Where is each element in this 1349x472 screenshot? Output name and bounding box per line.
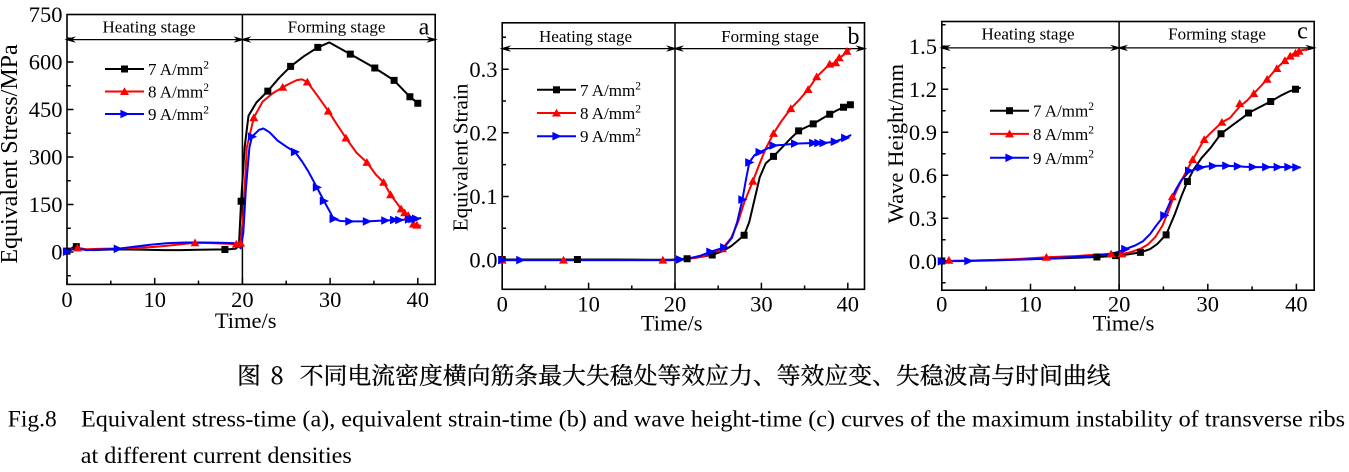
svg-text:a: a: [419, 15, 430, 41]
svg-text:10: 10: [1019, 292, 1042, 317]
svg-text:Heating stage: Heating stage: [982, 25, 1075, 44]
svg-text:0.0: 0.0: [469, 248, 497, 273]
svg-text:7 A/mm2: 7 A/mm2: [1033, 101, 1094, 121]
svg-text:450: 450: [29, 97, 63, 122]
svg-text:30: 30: [319, 287, 342, 312]
svg-text:300: 300: [29, 145, 63, 170]
svg-text:750: 750: [29, 2, 63, 27]
svg-text:0.3: 0.3: [469, 57, 497, 82]
svg-text:Time/s: Time/s: [641, 311, 703, 336]
svg-text:7 A/mm2: 7 A/mm2: [148, 60, 209, 80]
svg-text:Heating stage: Heating stage: [539, 27, 632, 46]
svg-text:Equivalent stress-time (a), eq: Equivalent stress-time (a), equivalent s…: [81, 407, 1345, 433]
svg-text:c: c: [1297, 19, 1308, 45]
svg-text:9 A/mm2: 9 A/mm2: [580, 127, 641, 147]
svg-text:8 A/mm2: 8 A/mm2: [1033, 124, 1094, 144]
svg-text:0.2: 0.2: [469, 120, 497, 145]
svg-text:9 A/mm2: 9 A/mm2: [148, 105, 209, 125]
svg-text:150: 150: [29, 192, 63, 217]
svg-text:8 A/mm2: 8 A/mm2: [580, 104, 641, 124]
svg-text:10: 10: [143, 287, 166, 312]
svg-text:Heating stage: Heating stage: [103, 18, 196, 37]
svg-text:0.1: 0.1: [469, 184, 497, 209]
svg-text:Forming stage: Forming stage: [288, 18, 386, 37]
svg-text:7 A/mm2: 7 A/mm2: [580, 80, 641, 100]
svg-text:40: 40: [407, 287, 430, 312]
svg-text:0: 0: [936, 292, 947, 317]
svg-text:Time/s: Time/s: [1093, 311, 1155, 336]
svg-text:Equivalent Stress/MPa: Equivalent Stress/MPa: [0, 44, 23, 264]
svg-text:0: 0: [51, 240, 62, 265]
svg-text:20: 20: [1108, 292, 1131, 317]
svg-text:40: 40: [1285, 292, 1308, 317]
svg-text:Wave Height/mm: Wave Height/mm: [883, 64, 908, 224]
svg-text:20: 20: [664, 292, 687, 317]
svg-text:600: 600: [29, 50, 63, 75]
svg-text:Time/s: Time/s: [215, 308, 277, 333]
svg-text:8 A/mm2: 8 A/mm2: [148, 82, 209, 102]
svg-text:0.9: 0.9: [909, 120, 937, 145]
svg-text:30: 30: [750, 292, 773, 317]
svg-text:0: 0: [61, 287, 72, 312]
svg-text:at different current densities: at different current densities: [81, 443, 352, 469]
svg-text:1.2: 1.2: [909, 77, 937, 102]
svg-text:0.6: 0.6: [909, 163, 937, 188]
svg-text:Equivalent Strain: Equivalent Strain: [449, 83, 473, 231]
svg-text:40: 40: [837, 292, 860, 317]
svg-text:10: 10: [577, 292, 600, 317]
svg-text:0.3: 0.3: [909, 206, 937, 231]
svg-text:0.0: 0.0: [909, 249, 937, 274]
svg-text:b: b: [848, 24, 860, 50]
svg-text:1.5: 1.5: [909, 34, 937, 59]
svg-text:0: 0: [497, 292, 508, 317]
svg-text:Forming stage: Forming stage: [721, 27, 819, 46]
svg-text:30: 30: [1197, 292, 1220, 317]
svg-text:9 A/mm2: 9 A/mm2: [1033, 148, 1094, 168]
svg-text:Fig.8: Fig.8: [8, 407, 57, 433]
svg-text:20: 20: [231, 287, 254, 312]
svg-text:Forming stage: Forming stage: [1168, 25, 1266, 44]
